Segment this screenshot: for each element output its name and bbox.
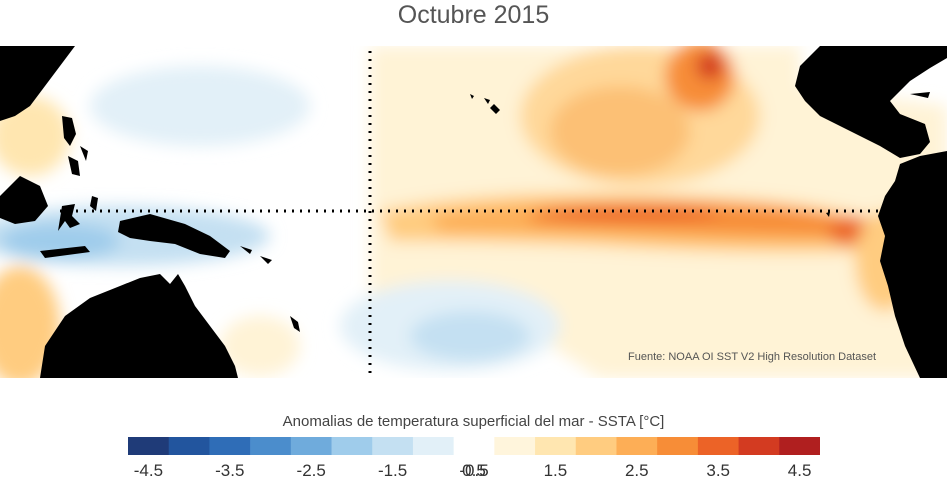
colorbar-swatch: [779, 437, 820, 455]
land-solomon: [240, 246, 272, 264]
colorbar-tick-label: -3.5: [215, 461, 245, 480]
colorbar-swatch: [331, 437, 373, 455]
land-hawaii: [470, 94, 500, 114]
colorbar-tick-label: -0.5: [459, 461, 489, 480]
sst-anomaly-map: [0, 46, 947, 378]
colorbar-swatch: [250, 437, 292, 455]
land-halmahera: [90, 196, 98, 211]
data-source-caption: Fuente: NOAA OI SST V2 High Resolution D…: [628, 351, 877, 363]
colorbar-swatch: [290, 437, 333, 455]
land-asia: [0, 46, 75, 121]
colorbar-tick-label: 3.5: [706, 461, 731, 480]
land-south-america: [878, 151, 947, 378]
land-borneo: [0, 176, 48, 224]
colorbar-swatch: [697, 437, 740, 455]
land-caribbean: [880, 84, 930, 98]
colorbar-tick-label: -4.5: [133, 461, 164, 480]
anomaly-field: [0, 46, 947, 378]
colorbar-swatch: [657, 437, 699, 455]
map-title: Octubre 2015: [397, 1, 550, 29]
land-new-guinea: [118, 214, 230, 258]
colorbar-swatch: [128, 437, 170, 455]
land-central-america: [795, 46, 947, 158]
colorbar-swatch: [453, 437, 495, 455]
colorbar-swatch: [168, 437, 210, 455]
land-new-caledonia: [290, 316, 300, 332]
colorbar: [128, 437, 820, 455]
colorbar-tick-label: 1.5: [543, 461, 568, 480]
colorbar-tick-label: -2.5: [296, 461, 326, 480]
reference-lines: [60, 51, 880, 376]
land-sulawesi: [58, 204, 80, 231]
colorbar-tick-label: 2.5: [624, 461, 649, 480]
land-philippines: [62, 116, 88, 176]
colorbar-swatch: [616, 437, 658, 455]
colorbar-swatch: [412, 437, 455, 455]
colorbar-swatch: [209, 437, 251, 455]
colorbar-swatch: [738, 437, 780, 455]
colorbar-swatch: [494, 437, 536, 455]
land-masses: [0, 46, 947, 378]
colorbar-swatch: [372, 437, 414, 455]
colorbar-tick-label: 4.5: [787, 461, 812, 480]
land-lesser-sunda: [40, 246, 90, 258]
colorbar-swatch: [535, 437, 577, 455]
colorbar-tick-label: -1.5: [377, 461, 408, 480]
colorbar-swatch: [575, 437, 617, 455]
colorbar-tick-label: 0.5: [462, 461, 486, 480]
land-galapagos: [826, 212, 830, 217]
colorbar-title: Anomalias de temperatura superficial del…: [282, 413, 665, 430]
land-australia: [40, 274, 238, 378]
